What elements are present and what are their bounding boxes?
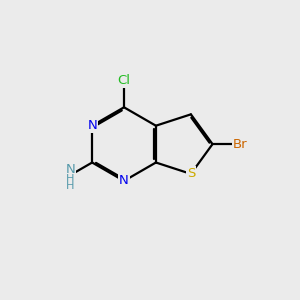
Text: H: H: [66, 174, 75, 184]
Text: S: S: [187, 167, 195, 180]
Text: N: N: [87, 119, 97, 132]
Text: Br: Br: [233, 138, 248, 151]
Text: Cl: Cl: [118, 74, 130, 87]
Text: H: H: [66, 181, 75, 191]
Text: N: N: [66, 163, 75, 176]
Text: N: N: [119, 174, 129, 188]
